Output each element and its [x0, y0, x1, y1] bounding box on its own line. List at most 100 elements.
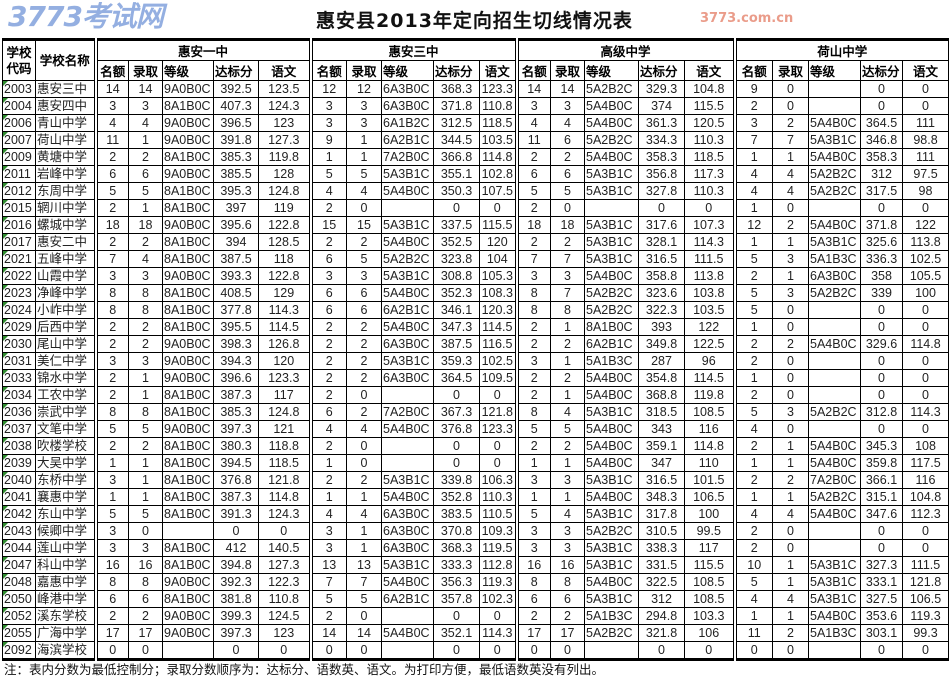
quota-cell: 15 [308, 216, 347, 234]
grade-cell [808, 97, 861, 115]
standard-score-cell: 312.5 [433, 114, 480, 132]
quota-cell: 6 [514, 165, 551, 183]
grade-cell: 5A4B0C [584, 267, 639, 285]
quota-cell: 2 [308, 233, 347, 251]
grade-cell [381, 386, 434, 404]
quota-cell: 3 [308, 114, 347, 132]
standard-score-cell: 387.3 [213, 488, 259, 506]
school-name-cell: 襄惠中学 [35, 488, 97, 506]
admitted-cell: 0 [772, 97, 809, 115]
admitted-cell: 18 [550, 216, 585, 234]
chinese-score-cell: 100 [902, 284, 949, 302]
grade-cell: 5A3B1C [584, 471, 639, 489]
grade-cell [808, 318, 861, 336]
admitted-cell: 0 [346, 386, 382, 404]
chinese-score-cell: 110.8 [258, 590, 312, 608]
chinese-score-cell: 124.8 [258, 182, 312, 200]
admitted-cell: 2 [550, 148, 585, 166]
admitted-cell: 6 [128, 165, 163, 183]
grade-cell [808, 369, 861, 387]
quota-cell: 5 [732, 573, 773, 591]
standard-score-cell: 0 [433, 437, 480, 455]
school-code-cell: 2021 [2, 250, 36, 268]
chinese-score-cell: 103.5 [479, 131, 518, 149]
table-row: 2030 尾山中学 2 2 9A0B0C 398.3 126.8 2 2 6A3B0C 387.5 1… [2, 335, 949, 353]
admitted-cell: 14 [346, 624, 382, 642]
standard-score-cell: 394.8 [213, 556, 259, 574]
table-row: 2052 溪东学校 2 2 9A0B0C 399.3 124.5 2 0 0 0 2 2 5A1B3C 29… [2, 607, 949, 625]
quota-cell: 2 [732, 97, 773, 115]
chinese-score-cell: 0 [902, 80, 949, 98]
admitted-cell: 3 [128, 97, 163, 115]
grade-cell: 5A4B0C [381, 182, 434, 200]
school-code-cell: 2029 [2, 318, 36, 336]
chinese-score-cell: 97.5 [902, 165, 949, 183]
header-group-huian-yizhong: 惠安一中 [93, 39, 312, 61]
quota-cell: 1 [732, 148, 773, 166]
quota-cell: 2 [514, 607, 551, 625]
quota-cell: 1 [514, 488, 551, 506]
quota-cell: 11 [732, 624, 773, 642]
header-quota: 名额 [308, 60, 347, 81]
standard-score-cell: 344.5 [433, 131, 480, 149]
admitted-cell: 1 [550, 454, 585, 472]
chinese-score-cell: 114.8 [684, 437, 736, 455]
grade-cell: 8A1B0C [162, 590, 214, 608]
admitted-cell: 1 [550, 386, 585, 404]
grade-cell: 5A2B2C [808, 182, 861, 200]
chinese-score-cell: 108.5 [684, 573, 736, 591]
quota-cell: 2 [732, 471, 773, 489]
standard-score-cell: 358.3 [638, 148, 685, 166]
admitted-cell: 2 [346, 318, 382, 336]
quota-cell: 2 [308, 369, 347, 387]
admitted-cell: 14 [550, 80, 585, 98]
chinese-score-cell: 124.3 [258, 505, 312, 523]
quota-cell: 2 [308, 335, 347, 353]
school-code-cell: 2040 [2, 471, 36, 489]
chinese-score-cell: 117 [684, 539, 736, 557]
grade-cell: 5A4B0C [584, 369, 639, 387]
table-row: 2041 襄惠中学 1 1 8A1B0C 387.3 114.8 1 1 5A4B0C 352.8 1… [2, 488, 949, 506]
quota-cell: 17 [93, 624, 129, 642]
quota-cell: 2 [732, 352, 773, 370]
chinese-score-cell: 127.3 [258, 556, 312, 574]
header-admitted: 录取 [550, 60, 585, 81]
admitted-cell: 4 [346, 182, 382, 200]
school-code-cell: 2009 [2, 148, 36, 166]
grade-cell: 6A2B1C [381, 590, 434, 608]
header-row-columns: 名额 录取 等级 达标分 语文 名额 录取 等级 达标分 语文 名额 录取 等级 达标分 语文 名额 录取 等级达… [3, 60, 949, 81]
standard-score-cell: 354.8 [638, 369, 685, 387]
quota-cell: 2 [732, 267, 773, 285]
standard-score-cell: 383.5 [433, 505, 480, 523]
standard-score-cell: 387.5 [213, 250, 259, 268]
chinese-score-cell: 110.8 [479, 97, 518, 115]
chinese-score-cell: 0 [479, 199, 518, 217]
quota-cell: 6 [514, 590, 551, 608]
admitted-cell: 0 [128, 522, 163, 540]
cutoff-table: 学校代码 学校名称 惠安一中 惠安三中 高级中学 荷山中学 名额 录取 等级 达标分语… [2, 38, 949, 661]
admitted-cell: 1 [128, 369, 163, 387]
admitted-cell: 2 [550, 233, 585, 251]
chinese-score-cell: 110.3 [684, 182, 736, 200]
grade-cell: 6A3B0C [381, 80, 434, 98]
chinese-score-cell: 108.5 [684, 590, 736, 608]
grade-cell: 8A1B0C [162, 539, 214, 557]
standard-score-cell: 353.6 [860, 607, 903, 625]
grade-cell: 6A3B0C [381, 369, 434, 387]
standard-score-cell: 338.3 [638, 539, 685, 557]
table-row: 2009 黄塘中学 2 2 8A1B0C 385.3 119.8 1 1 7A2B0C 366.8 1… [2, 148, 949, 166]
school-code-cell: 2016 [2, 216, 36, 234]
chinese-score-cell: 122 [902, 216, 949, 234]
chinese-score-cell: 120 [258, 352, 312, 370]
grade-cell: 5A4B0C [381, 624, 434, 642]
admitted-cell: 16 [550, 556, 585, 574]
chinese-score-cell: 122.8 [258, 267, 312, 285]
standard-score-cell: 312 [860, 165, 903, 183]
chinese-score-cell: 118.5 [258, 454, 312, 472]
grade-cell: 5A4B0C [584, 386, 639, 404]
standard-score-cell: 381.8 [213, 590, 259, 608]
chinese-score-cell: 102.3 [479, 590, 518, 608]
admitted-cell: 4 [550, 114, 585, 132]
quota-cell: 2 [93, 386, 129, 404]
chinese-score-cell: 114.5 [479, 318, 518, 336]
